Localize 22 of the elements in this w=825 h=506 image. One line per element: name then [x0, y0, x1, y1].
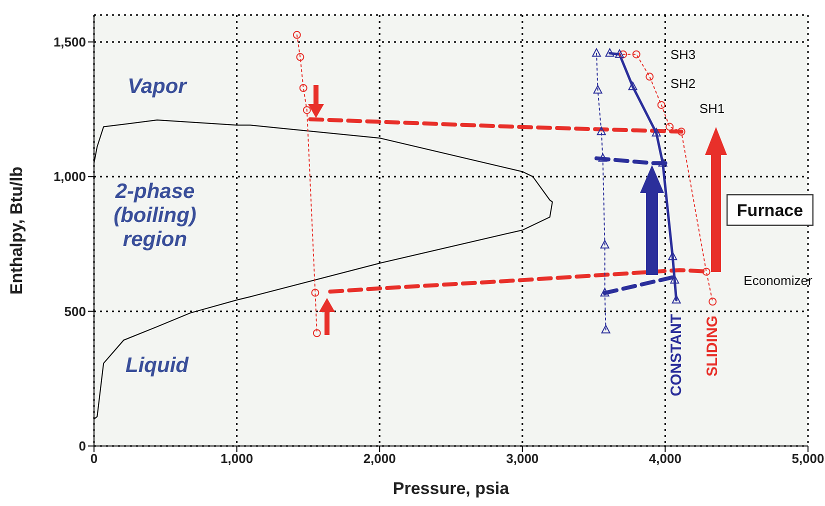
x-tick-label: 1,000: [220, 451, 254, 466]
text: CONSTANT: [668, 314, 685, 396]
x-axis-title: Pressure, psia: [392, 479, 510, 498]
annotation: 2-phase (boiling) region: [114, 179, 196, 251]
annotation: Furnace: [736, 200, 804, 220]
x-tick-label: 4,000: [648, 451, 682, 466]
annotation: SH2: [670, 76, 696, 90]
annotation: Liquid: [126, 354, 190, 376]
x-tick-label: 3,000: [506, 451, 539, 466]
annotation: SH1: [699, 100, 725, 116]
annotation: Economizer: [744, 272, 813, 288]
text: SLIDING: [704, 316, 722, 376]
x-tick-label: 0: [90, 451, 98, 466]
y-axis-title: Enthalpy, Btu/lb: [7, 166, 26, 295]
x-tick-label: 2,000: [363, 451, 396, 466]
y-tick-label: 1,500: [53, 34, 86, 50]
annotation: Vapor: [128, 74, 188, 98]
annotation: SH3: [670, 46, 696, 62]
y-tick-label: 1,000: [53, 169, 86, 184]
x-tick-label: 5,000: [792, 451, 824, 466]
y-tick-label: 0: [78, 438, 86, 454]
y-tick-label: 500: [64, 304, 86, 319]
